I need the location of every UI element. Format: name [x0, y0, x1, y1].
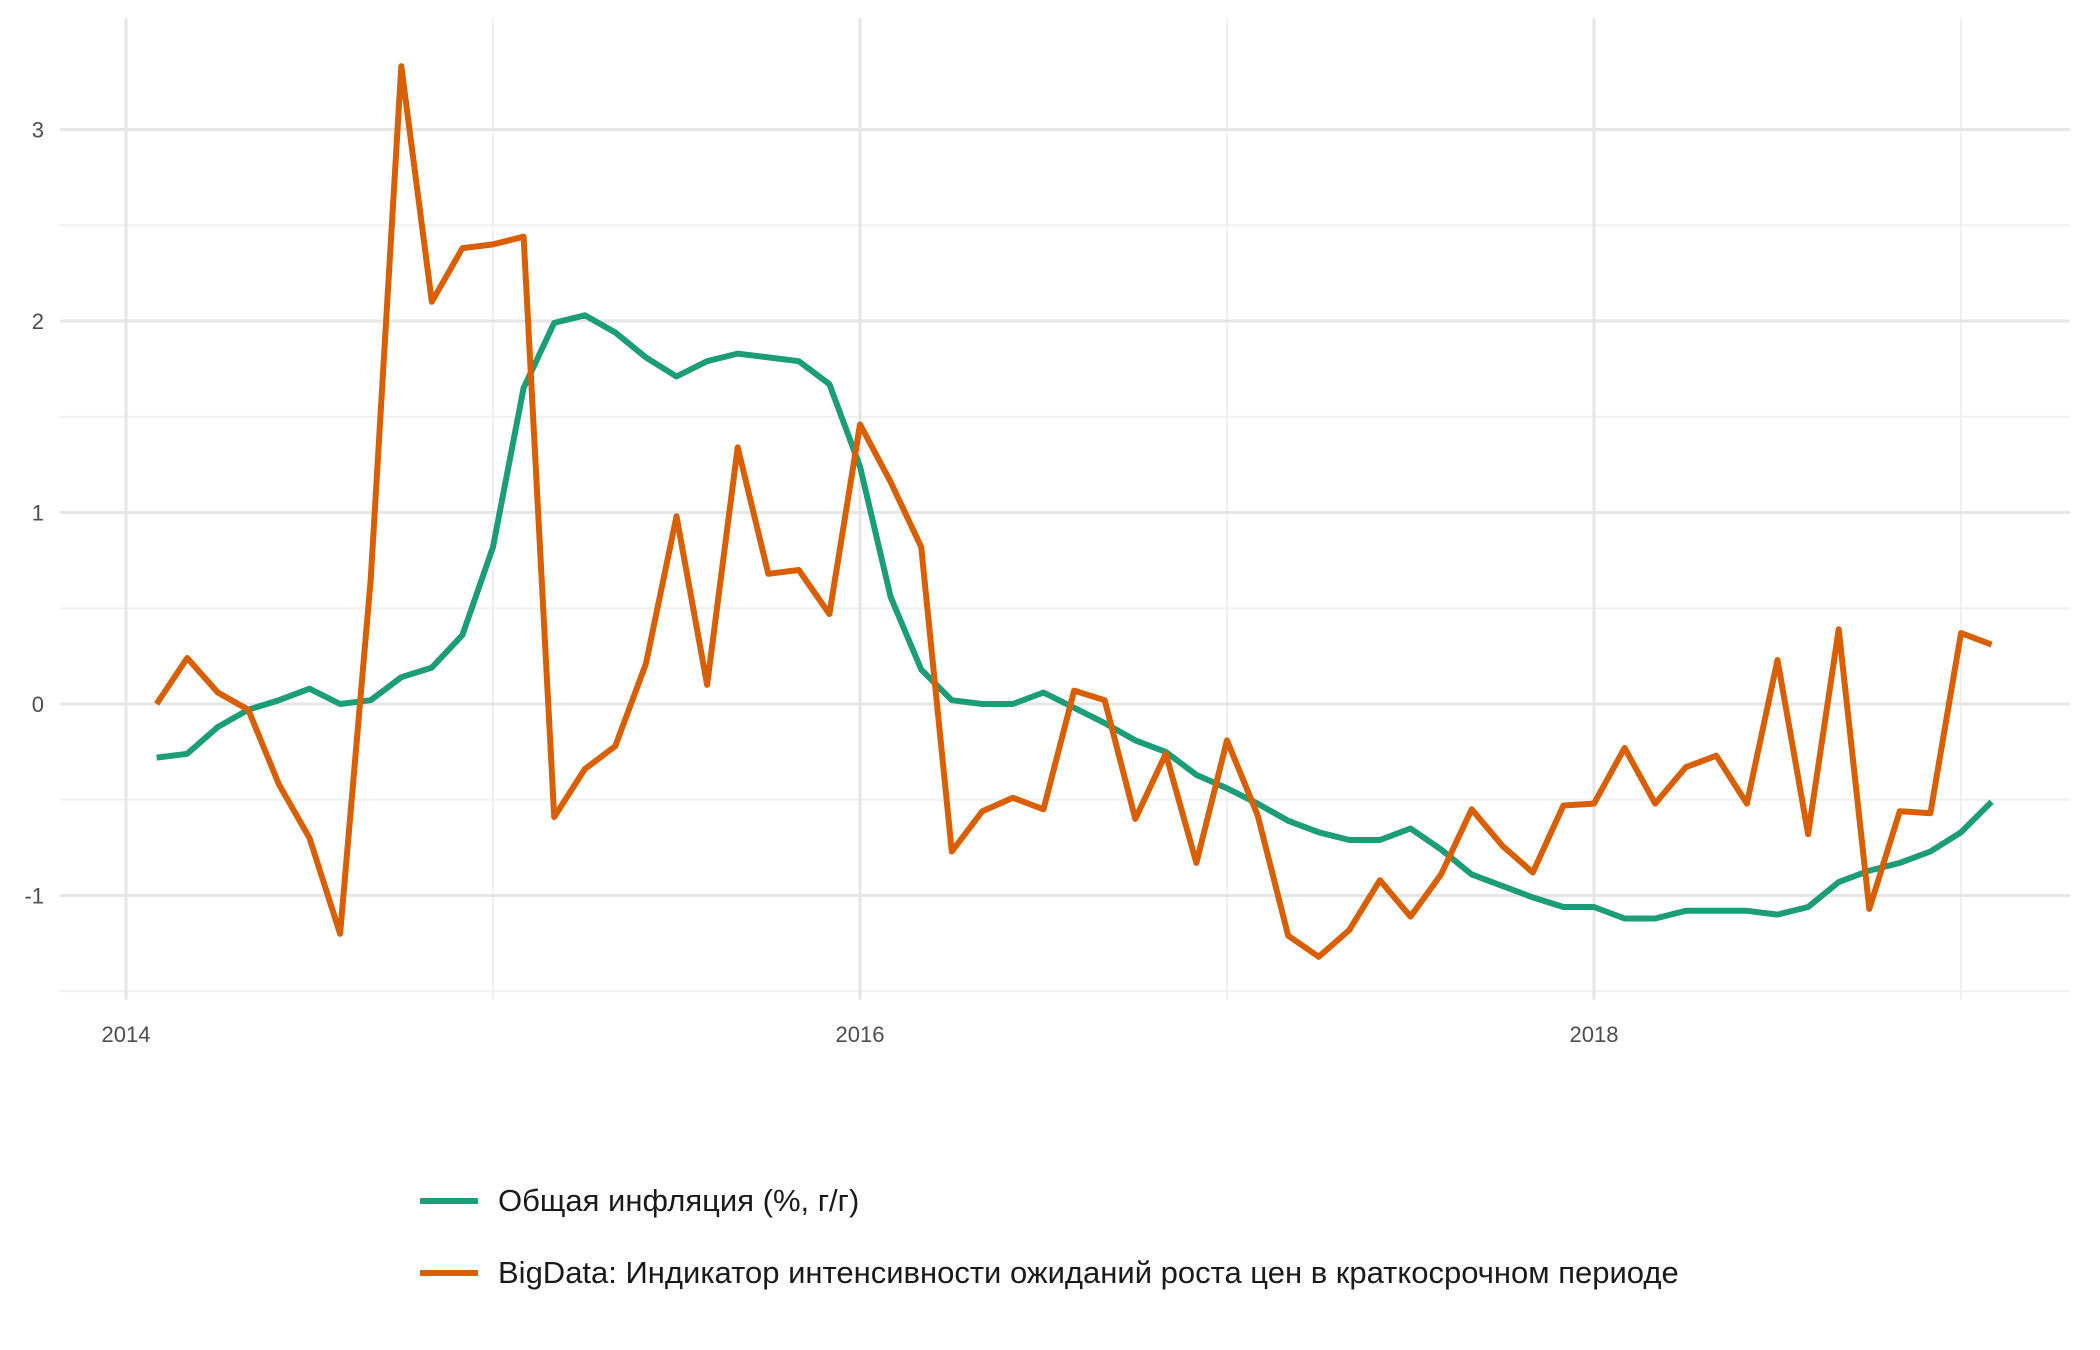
legend-key-inflation — [420, 1198, 478, 1204]
minor-gridlines — [60, 18, 2070, 1000]
series-line-bigdata — [154, 63, 1993, 960]
y-tick-label: 3 — [32, 118, 44, 143]
series-line-inflation — [156, 312, 1994, 922]
y-tick-label: 0 — [32, 692, 44, 717]
legend-item-inflation: Общая инфляция (%, г/г) — [420, 1165, 1679, 1237]
major-gridlines — [60, 18, 2070, 1000]
x-axis-tick-labels: 2014 2016 2018 — [102, 1022, 1619, 1047]
y-tick-label: 2 — [32, 309, 44, 334]
x-tick-label: 2014 — [102, 1022, 151, 1047]
series-lines — [154, 63, 1994, 960]
y-tick-label: -1 — [24, 884, 44, 909]
legend-item-bigdata: BigData: Индикатор интенсивности ожидани… — [420, 1237, 1679, 1309]
y-tick-label: 1 — [32, 501, 44, 526]
y-axis-tick-labels: -1 0 1 2 3 — [24, 118, 44, 909]
legend-key-bigdata — [420, 1270, 478, 1276]
x-tick-label: 2016 — [836, 1022, 885, 1047]
x-tick-label: 2018 — [1570, 1022, 1619, 1047]
legend: Общая инфляция (%, г/г) BigData: Индикат… — [420, 1165, 1679, 1309]
legend-label-inflation: Общая инфляция (%, г/г) — [498, 1183, 860, 1218]
legend-label-bigdata: BigData: Индикатор интенсивности ожидани… — [498, 1255, 1679, 1290]
